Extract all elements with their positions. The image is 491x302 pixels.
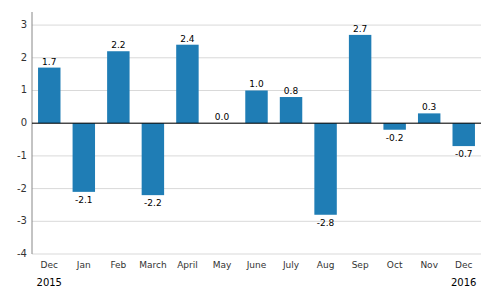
data-label: 0.8	[284, 86, 299, 96]
data-label: 0.3	[422, 102, 436, 112]
bar	[38, 68, 60, 124]
bar	[280, 97, 302, 123]
annotation: 2015	[37, 277, 62, 288]
y-tick-label: 3	[21, 19, 27, 30]
y-tick-label: -2	[17, 183, 27, 194]
x-tick-label: May	[213, 260, 232, 270]
y-tick-label: -4	[17, 248, 27, 259]
grid-line	[32, 155, 481, 156]
bar	[349, 35, 371, 123]
bar	[142, 123, 164, 195]
data-label: -0.2	[386, 133, 404, 143]
data-label: 2.4	[180, 34, 195, 44]
x-tick-label: Oct	[387, 260, 403, 270]
y-axis-line	[32, 12, 33, 254]
data-label: -2.2	[144, 198, 162, 208]
x-tick-label: Dec	[41, 260, 58, 270]
x-tick-label: Aug	[317, 260, 335, 270]
x-tick-label: April	[177, 260, 198, 270]
bar	[245, 90, 267, 123]
y-tick-label: -3	[17, 215, 27, 226]
data-label: 2.2	[111, 40, 125, 50]
y-tick-label: -1	[17, 150, 27, 161]
grid-line	[32, 254, 481, 255]
bar	[383, 123, 405, 130]
x-tick-label: Sep	[352, 260, 369, 270]
bar	[107, 51, 129, 123]
bar	[176, 45, 198, 123]
x-tick-label: July	[282, 260, 300, 270]
chart-container: -4 -3 -2 -1 0 1 2 3 1.7 -2.1 2.2 -2.2 2.4 0.0 1.0 0.8 -2…	[0, 0, 491, 302]
bars	[38, 35, 475, 215]
y-tick-label: 0	[21, 117, 27, 128]
data-label: 1.7	[42, 57, 56, 67]
y-tick-label: 1	[21, 84, 27, 95]
bar	[453, 123, 475, 146]
x-tick-label: March	[139, 260, 166, 270]
chart: -4 -3 -2 -1 0 1 2 3 1.7 -2.1 2.2 -2.2 2.4 0.0 1.0 0.8 -2…	[0, 0, 491, 302]
x-tick-label: June	[246, 260, 267, 270]
data-label: 1.0	[249, 79, 264, 89]
bar	[418, 113, 440, 123]
data-label: 2.7	[353, 24, 367, 34]
grid-line	[32, 188, 481, 189]
data-label: -2.8	[317, 218, 335, 228]
zero-line	[32, 123, 481, 124]
bar	[73, 123, 95, 192]
data-label: -0.7	[455, 149, 473, 159]
x-tick-label: Dec	[455, 260, 472, 270]
x-tick-label: Nov	[420, 260, 438, 270]
x-tick-label: Feb	[110, 260, 126, 270]
grid-line	[32, 25, 481, 26]
annotation: 2016	[451, 277, 476, 288]
x-tick-label: Jan	[76, 260, 91, 270]
grid-line	[32, 221, 481, 222]
bar	[314, 123, 336, 215]
grid-line	[32, 123, 481, 124]
data-label: -2.1	[75, 195, 93, 205]
grid-line	[32, 57, 481, 58]
data-label: 0.0	[215, 112, 230, 122]
y-tick-label: 2	[21, 52, 27, 63]
